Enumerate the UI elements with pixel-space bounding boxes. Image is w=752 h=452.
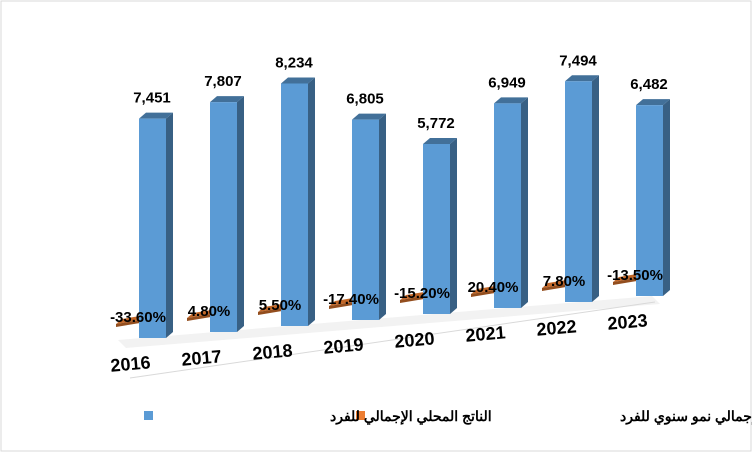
growth-value-label: 5.50% bbox=[259, 297, 302, 314]
bar-value-label: 7,494 bbox=[559, 52, 597, 69]
bar bbox=[494, 103, 521, 308]
bar-value-label: 6,949 bbox=[488, 74, 526, 91]
bar-top bbox=[494, 97, 528, 104]
growth-marker bbox=[400, 296, 424, 303]
bar-value-label: 6,805 bbox=[346, 91, 384, 108]
growth-value-label: -33.60% bbox=[110, 309, 166, 326]
growth-marker bbox=[116, 320, 140, 327]
growth-value-label: -13.50% bbox=[607, 267, 663, 284]
bar-value-label: 7,807 bbox=[204, 73, 242, 90]
growth-marker bbox=[613, 278, 637, 285]
growth-marker-top bbox=[116, 315, 146, 324]
bars-layer bbox=[116, 75, 670, 338]
bar-top bbox=[636, 99, 670, 106]
bar bbox=[281, 83, 308, 326]
bar bbox=[210, 102, 237, 332]
growth-marker bbox=[329, 302, 353, 309]
bar bbox=[352, 119, 379, 321]
x-tick-label: 2017 bbox=[181, 346, 223, 369]
bar-labels-layer: 7,451 7,807 8,234 6,805 5,772 6,949 7,494 6,482 bbox=[133, 52, 668, 132]
growth-marker bbox=[542, 284, 566, 291]
growth-value-label: 7.80% bbox=[543, 273, 586, 290]
bar-side bbox=[450, 138, 457, 314]
legend-label-growth: الناتج المحلي الإجمالي نمو سنوي للفرد bbox=[620, 408, 752, 426]
x-tick-label: 2022 bbox=[536, 316, 578, 339]
growth-marker bbox=[471, 290, 495, 297]
bar-side bbox=[379, 113, 386, 321]
bar-top bbox=[423, 138, 457, 145]
growth-marker-top bbox=[187, 309, 217, 318]
legend-swatch-growth bbox=[356, 411, 365, 420]
bar-side bbox=[308, 77, 315, 326]
legend: الناتج المحلي الإجمالي نمو سنوي للفرد الن… bbox=[144, 408, 752, 426]
bar-side bbox=[166, 112, 173, 338]
legend-swatch-gdp bbox=[144, 411, 153, 420]
x-tick-label: 2018 bbox=[252, 340, 294, 363]
bar-side bbox=[592, 75, 599, 302]
bar-value-label: 7,451 bbox=[133, 90, 171, 107]
bar bbox=[636, 105, 663, 296]
growth-marker-top bbox=[258, 303, 288, 312]
bar-value-label: 5,772 bbox=[417, 115, 455, 132]
bar bbox=[423, 144, 450, 314]
bar bbox=[139, 118, 166, 338]
bar-top bbox=[565, 75, 599, 82]
bar-top bbox=[352, 113, 386, 120]
bar-value-label: 6,482 bbox=[630, 76, 668, 93]
x-tick-labels-layer: 2016 2017 2018 2019 2020 2021 2022 2023 bbox=[110, 310, 649, 375]
bar-top bbox=[281, 77, 315, 84]
growth-value-label: -17.40% bbox=[323, 291, 379, 308]
growth-marker-top bbox=[329, 297, 359, 306]
growth-value-label: 4.80% bbox=[188, 303, 231, 320]
x-tick-label: 2019 bbox=[323, 334, 365, 357]
bar-side bbox=[521, 97, 528, 308]
bar-side bbox=[237, 96, 244, 332]
growth-marker-top bbox=[471, 285, 501, 294]
bar-value-label: 8,234 bbox=[275, 55, 313, 72]
growth-marker bbox=[187, 314, 211, 321]
growth-value-label: -15.20% bbox=[394, 285, 450, 302]
growth-labels-layer: -33.60% 4.80% 5.50% -17.40% -15.20% 20.40% 7.8… bbox=[110, 267, 663, 326]
growth-marker-top bbox=[542, 279, 572, 288]
growth-value-label: 20.40% bbox=[468, 279, 519, 296]
chart-floor bbox=[118, 296, 660, 348]
legend-label-gdp: الناتج المحلي الإجمالي للفرد bbox=[330, 408, 492, 426]
x-tick-label: 2016 bbox=[110, 352, 152, 375]
bar-top bbox=[210, 96, 244, 103]
bar bbox=[565, 81, 592, 302]
growth-marker-top bbox=[400, 291, 430, 300]
x-tick-label: 2023 bbox=[607, 310, 649, 333]
x-axis-line bbox=[129, 301, 656, 379]
x-tick-label: 2021 bbox=[465, 322, 507, 345]
bar-side bbox=[663, 99, 670, 296]
x-tick-label: 2020 bbox=[394, 328, 436, 351]
bar-top bbox=[139, 112, 173, 119]
growth-marker-top bbox=[613, 273, 643, 282]
growth-marker bbox=[258, 308, 282, 315]
